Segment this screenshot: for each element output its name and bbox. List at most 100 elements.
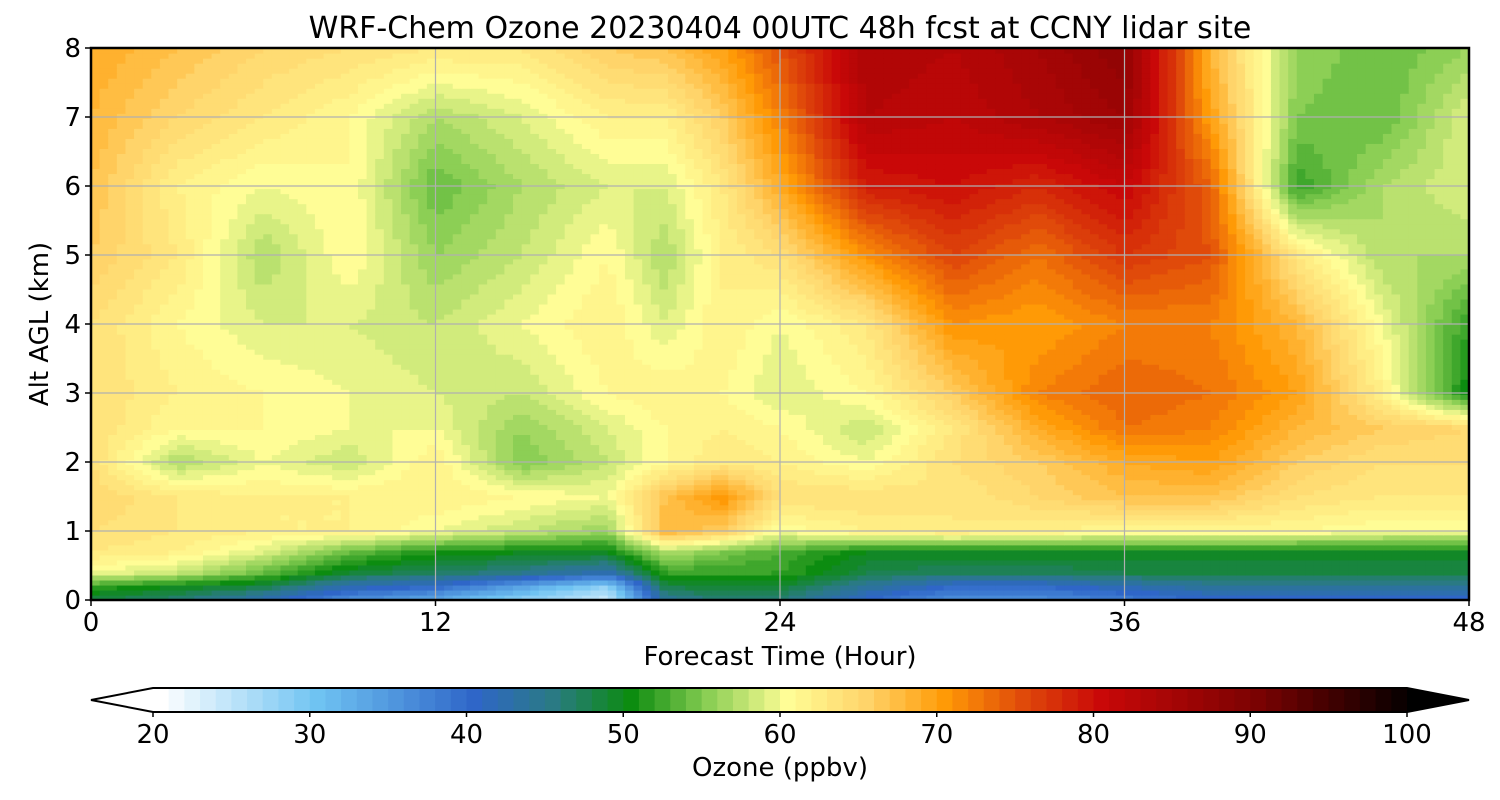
heatmap-cell (780, 489, 790, 496)
heatmap-cell (1408, 494, 1418, 501)
heatmap-cell (1141, 584, 1151, 591)
heatmap-cell (616, 449, 626, 456)
heatmap-cell (469, 539, 480, 546)
heatmap-cell (194, 554, 204, 561)
heatmap-cell (271, 469, 282, 476)
heatmap-cell (185, 504, 195, 511)
heatmap-cell (1124, 509, 1134, 516)
heatmap-cell (1202, 569, 1212, 576)
heatmap-cell (874, 494, 884, 501)
heatmap-cell (177, 554, 187, 561)
heatmap-cell (409, 479, 419, 486)
heatmap-cell (478, 559, 488, 566)
heatmap-cell (702, 499, 712, 506)
heatmap-cell (349, 479, 359, 486)
heatmap-cell (978, 444, 988, 451)
heatmap-cell (969, 479, 979, 486)
heatmap-cell (538, 469, 549, 476)
heatmap-cell (401, 494, 411, 501)
heatmap-cell (504, 504, 514, 511)
heatmap-cell (857, 589, 867, 596)
heatmap-cell (254, 439, 264, 446)
heatmap-cell (547, 559, 557, 566)
heatmap-cell (728, 514, 738, 521)
heatmap-cell (599, 509, 609, 516)
heatmap-cell (401, 544, 411, 551)
heatmap-cell (960, 564, 971, 571)
heatmap-cell (685, 474, 695, 481)
heatmap-cell (1322, 494, 1332, 501)
heatmap-cell (1193, 569, 1203, 576)
heatmap-cell (771, 544, 781, 551)
heatmap-cell (297, 579, 307, 586)
heatmap-cell (1038, 549, 1048, 556)
heatmap-cell (504, 589, 514, 596)
heatmap-cell (935, 544, 945, 551)
heatmap-cell (418, 584, 428, 591)
heatmap-cell (263, 579, 273, 586)
heatmap-cell (1081, 524, 1091, 531)
heatmap-cell (142, 544, 152, 551)
heatmap-cell (1434, 469, 1444, 476)
heatmap-cell (935, 474, 945, 481)
heatmap-cell (1374, 514, 1384, 521)
heatmap-cell (340, 444, 350, 451)
heatmap-cell (616, 499, 626, 506)
heatmap-cell (1012, 549, 1022, 556)
heatmap-cell (1434, 589, 1444, 596)
heatmap-cell (1202, 504, 1212, 511)
heatmap-cell (685, 489, 695, 496)
heatmap-cell (1374, 504, 1384, 511)
heatmap-cell (1279, 469, 1289, 476)
heatmap-cell (926, 454, 936, 461)
heatmap-cell (659, 464, 669, 471)
heatmap-cell (271, 554, 282, 561)
heatmap-cell (556, 594, 566, 600)
heatmap-cell (1115, 589, 1126, 596)
heatmap-cell (1124, 589, 1134, 596)
heatmap-cell (771, 474, 781, 481)
heatmap-cell (814, 484, 824, 491)
heatmap-cell (340, 484, 350, 491)
heatmap-cell (228, 559, 239, 566)
heatmap-cell (1270, 509, 1281, 516)
heatmap-cell (917, 539, 928, 546)
heatmap-cell (349, 579, 359, 586)
heatmap-cell (1270, 499, 1281, 506)
heatmap-cell (504, 484, 514, 491)
heatmap-cell (271, 559, 282, 566)
heatmap-cell (1021, 519, 1031, 526)
heatmap-cell (797, 494, 807, 501)
heatmap-cell (435, 494, 445, 501)
heatmap-cell (909, 484, 919, 491)
heatmap-cell (943, 539, 953, 546)
heatmap-cell (116, 444, 127, 451)
heatmap-cell (1219, 509, 1229, 516)
heatmap-cell (1115, 524, 1126, 531)
heatmap-cell (1107, 504, 1117, 511)
heatmap-cell (564, 449, 574, 456)
heatmap-cell (504, 594, 514, 600)
heatmap-cell (194, 504, 204, 511)
heatmap-cell (220, 484, 230, 491)
heatmap-cell (1141, 594, 1151, 600)
heatmap-cell (935, 449, 945, 456)
heatmap-cell (633, 564, 643, 571)
heatmap-cell (1374, 499, 1384, 506)
heatmap-cell (573, 514, 583, 521)
heatmap-cell (874, 559, 884, 566)
heatmap-cell (487, 489, 497, 496)
heatmap-cell (547, 474, 557, 481)
heatmap-cell (1339, 444, 1350, 451)
heatmap-cell (495, 529, 505, 536)
heatmap-cell (1391, 514, 1401, 521)
heatmap-cell (521, 454, 531, 461)
heatmap-cell (1072, 524, 1083, 531)
heatmap-cell (1382, 489, 1393, 496)
heatmap-cell (1331, 519, 1341, 526)
heatmap-cell (1400, 554, 1410, 561)
heatmap-cell (375, 474, 385, 481)
heatmap-cell (866, 509, 876, 516)
heatmap-cell (1090, 594, 1100, 600)
heatmap-cell (495, 474, 505, 481)
